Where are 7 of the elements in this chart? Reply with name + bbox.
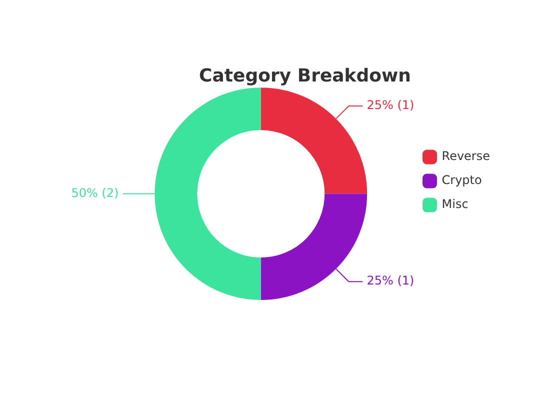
data-label: 50% (2) (71, 186, 119, 200)
data-label: 25% (1) (366, 274, 414, 288)
legend-label: Misc (442, 197, 468, 212)
chart-title: Category Breakdown (199, 65, 411, 86)
legend-label: Crypto (442, 173, 482, 188)
data-label: 25% (1) (366, 98, 414, 112)
legend-label: Reverse (442, 149, 490, 164)
